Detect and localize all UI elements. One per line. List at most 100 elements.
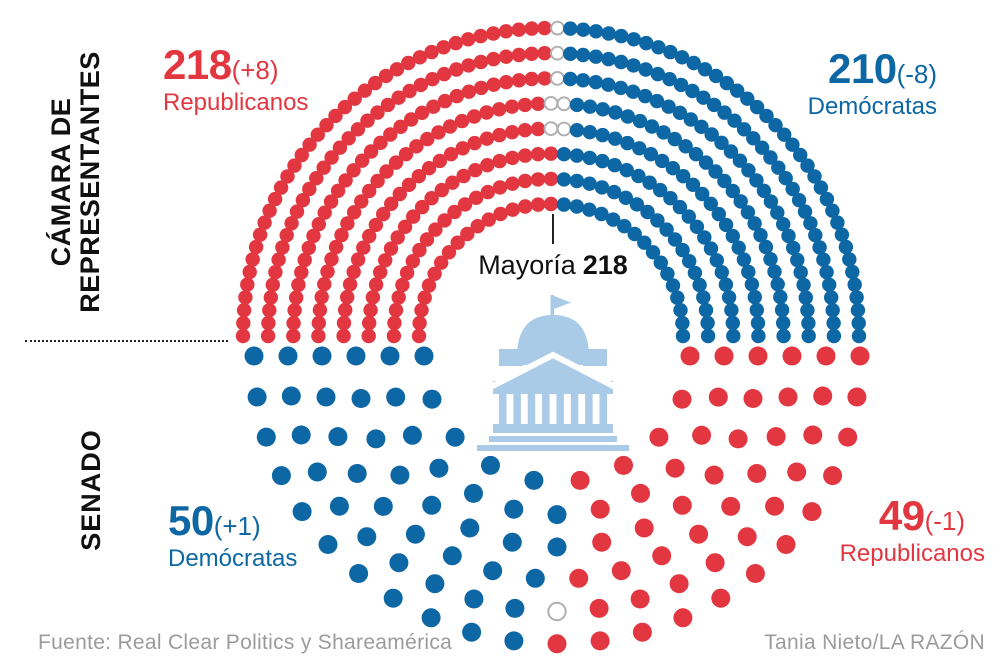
seat-dot-democrat (756, 183, 772, 198)
seat-dot-republican (456, 168, 471, 184)
seat-dot-democrat (595, 102, 610, 117)
seat-dot-republican (652, 546, 672, 566)
seat-dot-democrat (696, 290, 711, 305)
seat-dot-republican (328, 108, 343, 124)
house-democrats-count: 210(-8) (808, 48, 937, 90)
seat-dot-republican (672, 389, 692, 409)
seat-dot-republican (395, 277, 410, 293)
seat-dot-democrat (851, 328, 867, 344)
seat-dot-republican (397, 219, 413, 234)
seat-dot-republican (547, 634, 567, 654)
seat-dot-republican (672, 495, 692, 515)
seat-dot-democrat (502, 532, 522, 552)
seat-dot-democrat (632, 141, 647, 156)
seat-dot-republican (467, 135, 482, 151)
seat-dot-democrat (685, 177, 701, 192)
seat-dot-democrat (601, 26, 616, 41)
seat-dot-democrat (654, 153, 670, 169)
seat-dot-democrat (790, 252, 805, 268)
seat-dot-democrat (575, 73, 591, 88)
seat-dot-republican (419, 232, 435, 247)
seat-dot-democrat (563, 46, 578, 61)
seat-dot-republican (336, 315, 352, 331)
seat-dot-democrat (576, 22, 591, 37)
seat-dot-republican (295, 193, 311, 208)
seat-dot-republican (802, 502, 822, 522)
seat-dot-republican (413, 77, 429, 93)
seat-dot-republican (680, 346, 700, 366)
seat-dot-democrat (694, 119, 709, 134)
seat-dot-republican (380, 97, 396, 113)
seat-dot-democrat (709, 253, 724, 268)
seat-dot-republican (473, 54, 489, 70)
seat-dot-democrat (771, 160, 786, 175)
seat-dot-democrat (724, 302, 739, 318)
seat-dot-democrat (349, 564, 369, 583)
seat-dot-republican (338, 173, 353, 188)
seat-dot-democrat (595, 153, 610, 169)
seat-dot-democrat (638, 88, 653, 104)
seat-dot-republican (450, 235, 465, 250)
seat-dot-democrat (556, 197, 572, 212)
seat-dot-republican (426, 99, 441, 114)
seat-dot-democrat (422, 389, 442, 409)
seat-dot-democrat (678, 139, 693, 154)
seat-dot-republican (368, 217, 384, 233)
seat-dot-republican (390, 230, 405, 245)
seat-dot-democrat (667, 232, 683, 247)
seat-dot-republican (486, 26, 501, 41)
seat-dot-democrat (244, 346, 264, 366)
seat-dot-republican (342, 277, 358, 292)
seat-dot-democrat (725, 183, 740, 199)
seat-dot-democrat (445, 427, 465, 447)
seat-dot-democrat (672, 105, 688, 121)
seat-dot-republican (776, 535, 796, 554)
seat-dot-republican (362, 315, 377, 331)
seat-dot-democrat (696, 90, 711, 105)
house-republicans-stat: 218(+8) Republicanos (163, 44, 308, 118)
seat-dot-republican (467, 109, 482, 124)
seat-dot-republican (294, 147, 309, 163)
seat-dot-republican (319, 118, 334, 133)
seat-dot-republican (414, 303, 429, 318)
seat-dot-democrat (819, 191, 835, 207)
seat-dot-republican (411, 169, 426, 184)
seat-dot-democrat (714, 135, 729, 150)
seat-dot-republican (341, 131, 356, 146)
seat-dot-democrat (618, 190, 633, 205)
seat-dot-democrat (405, 524, 425, 544)
senate-democrats-count: 50(+1) (168, 500, 297, 542)
seat-dot-republican (340, 216, 355, 231)
seat-dot-republican (816, 346, 836, 366)
seat-dot-republican (431, 125, 446, 140)
seat-dot-republican (530, 121, 546, 137)
seat-dot-democrat (703, 196, 718, 211)
seat-dot-democrat (740, 91, 755, 106)
seat-dot-democrat (776, 315, 791, 331)
seat-dot-republican (524, 21, 539, 36)
seat-dot-republican (721, 496, 741, 516)
seat-dot-democrat (758, 239, 774, 255)
seat-dot-democrat (569, 97, 585, 113)
seat-dot-republican (306, 228, 321, 244)
seat-dot-republican (393, 119, 408, 134)
seat-dot-republican (473, 28, 488, 44)
seat-dot-republican (524, 46, 539, 61)
seat-dot-democrat (706, 97, 722, 113)
seat-dot-republican (778, 387, 798, 407)
seat-dot-democrat (812, 240, 827, 255)
seat-dot-democrat (661, 99, 676, 114)
seat-dot-democrat (483, 561, 503, 581)
seat-dot-republican (479, 131, 495, 146)
seat-dot-republican (492, 180, 508, 195)
seat-dot-democrat (807, 169, 822, 184)
seat-dot-democrat (793, 265, 808, 280)
seat-dot-democrat (773, 289, 788, 305)
seat-dot-republican (350, 252, 366, 267)
seat-dot-republican (631, 483, 650, 503)
seat-dot-republican (271, 252, 286, 267)
seat-dot-republican (692, 425, 712, 445)
seat-dot-democrat (717, 173, 732, 189)
seat-dot-democrat (563, 71, 578, 87)
seat-dot-republican (441, 245, 457, 260)
